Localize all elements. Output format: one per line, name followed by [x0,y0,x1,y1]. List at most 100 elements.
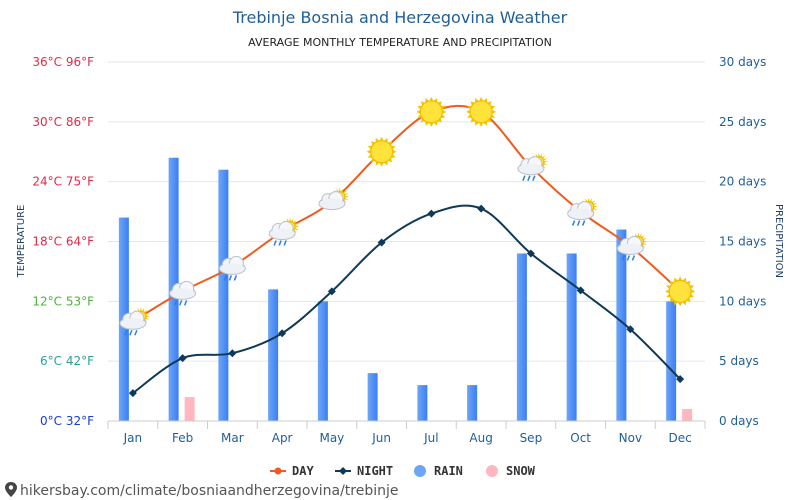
x-tick-label: Jan [123,431,143,445]
cloud-fill [568,208,593,219]
rain-bar [218,169,229,421]
rain-bar [417,385,428,421]
rain-bar [516,253,527,421]
cloud-fill [518,163,543,174]
rain-drop [522,175,526,181]
y-left-tick-label: 24°C 75°F [32,175,94,189]
rain-drop [283,240,287,246]
rain-drop [532,175,536,181]
sun-icon [466,96,497,127]
rain-drop [129,329,133,336]
sun-icon [416,96,447,127]
y-left-tick-label: 36°C 96°F [32,55,94,69]
rain-drop [233,275,238,281]
cloud-fill [319,198,344,209]
night-temperature-line [132,204,681,394]
cloud-sun-rain-icon [567,197,598,226]
night-point [228,349,237,358]
legend-label: DAY [292,464,314,478]
y-right-tick-label: 15 days [719,235,766,249]
night-point [128,389,137,398]
snow-bar [682,409,693,421]
sun-disc [668,279,692,303]
x-tick-label: Mar [221,431,244,445]
rain-drop [571,220,576,226]
precipitation-bars [118,157,693,421]
cloud-rain-icon [169,280,197,306]
rain-drop [576,220,581,226]
y-right-tick-label: 0 days [719,414,759,428]
rain-bar [616,229,627,421]
footer-link[interactable]: hikersbay.com/climate/bosniaandherzegovi… [5,482,399,499]
location-pin-icon [5,482,17,497]
night-point [676,375,685,384]
y-left-axis-title: TEMPERATURE [16,205,27,279]
x-tick-label: Aug [469,431,492,445]
sun-disc [370,140,394,164]
sun-icon [665,276,696,307]
legend-label: RAIN [434,464,463,478]
sun-disc [469,100,493,124]
legend-item-night: NIGHT [335,464,393,478]
night-point [278,329,287,338]
rain-drop [124,329,128,336]
rain-drop [273,240,277,246]
cloud-sun-rain-icon [268,217,300,246]
weather-icons [119,96,696,336]
legend-marker-circle [414,465,426,477]
footer-url[interactable]: hikersbay.com/climate/bosniaandherzegovi… [20,483,399,499]
y-right-tick-label: 20 days [719,175,766,189]
x-tick-label: Jul [423,431,438,445]
cloud-fill [170,288,195,299]
y-right-tick-label: 10 days [719,294,766,308]
y-left-tick-label: 6°C 42°F [40,354,94,368]
x-tick-label: Dec [669,431,692,445]
legend-label: NIGHT [357,464,393,478]
cloud-sun-rain-icon [616,232,648,261]
night-point [626,325,635,334]
legend-label: SNOW [506,464,536,478]
rain-bar [367,373,378,421]
rain-drop [134,329,138,336]
cloud-fill [120,318,145,329]
day-temperature-line [132,104,681,323]
x-tick-label: Feb [172,431,193,445]
cloud-sun-icon [318,187,349,211]
rain-drop [626,255,631,261]
x-tick-label: Nov [619,431,642,445]
rain-drop [178,300,183,306]
night-point [327,287,336,296]
night-point [526,249,535,258]
cloud-sun-rain-icon [119,307,150,336]
night-point [178,354,187,363]
y-right-axis-title: PRECIPITATION [773,204,784,278]
y-right-tick-label: 5 days [719,354,759,368]
x-tick-label: Sep [520,431,543,445]
rain-bar [467,385,478,421]
rain-bar [317,301,328,421]
legend-marker-point [274,467,282,475]
chart-title: Trebinje Bosnia and Herzegovina Weather [232,8,568,27]
legend-item-rain: RAIN [414,464,463,478]
rain-drop [173,300,178,306]
cloud-fill [618,243,643,254]
y-left-tick-label: 18°C 64°F [32,235,94,249]
chart-subtitle: AVERAGE MONTHLY TEMPERATURE AND PRECIPIT… [248,36,552,49]
y-right-tick-label: 30 days [719,55,766,69]
axes: 0°C 32°F 6°C 42°F 12°C 53°F 18°C 64°F 24°C 7… [32,55,766,445]
cloud-fill [220,263,245,274]
legend-marker-circle [486,465,498,477]
x-tick-label: May [319,431,344,445]
cloud-rain-icon [218,255,246,281]
grid-lines [108,61,705,362]
night-point [377,238,386,247]
sun-icon [366,136,397,167]
legend-item-day: DAY [270,464,314,478]
night-point [477,204,486,213]
rain-bar [268,289,279,421]
rain-drop [183,300,188,306]
temperature-lines [128,104,685,398]
night-point [576,286,585,295]
sun-disc [419,100,443,124]
